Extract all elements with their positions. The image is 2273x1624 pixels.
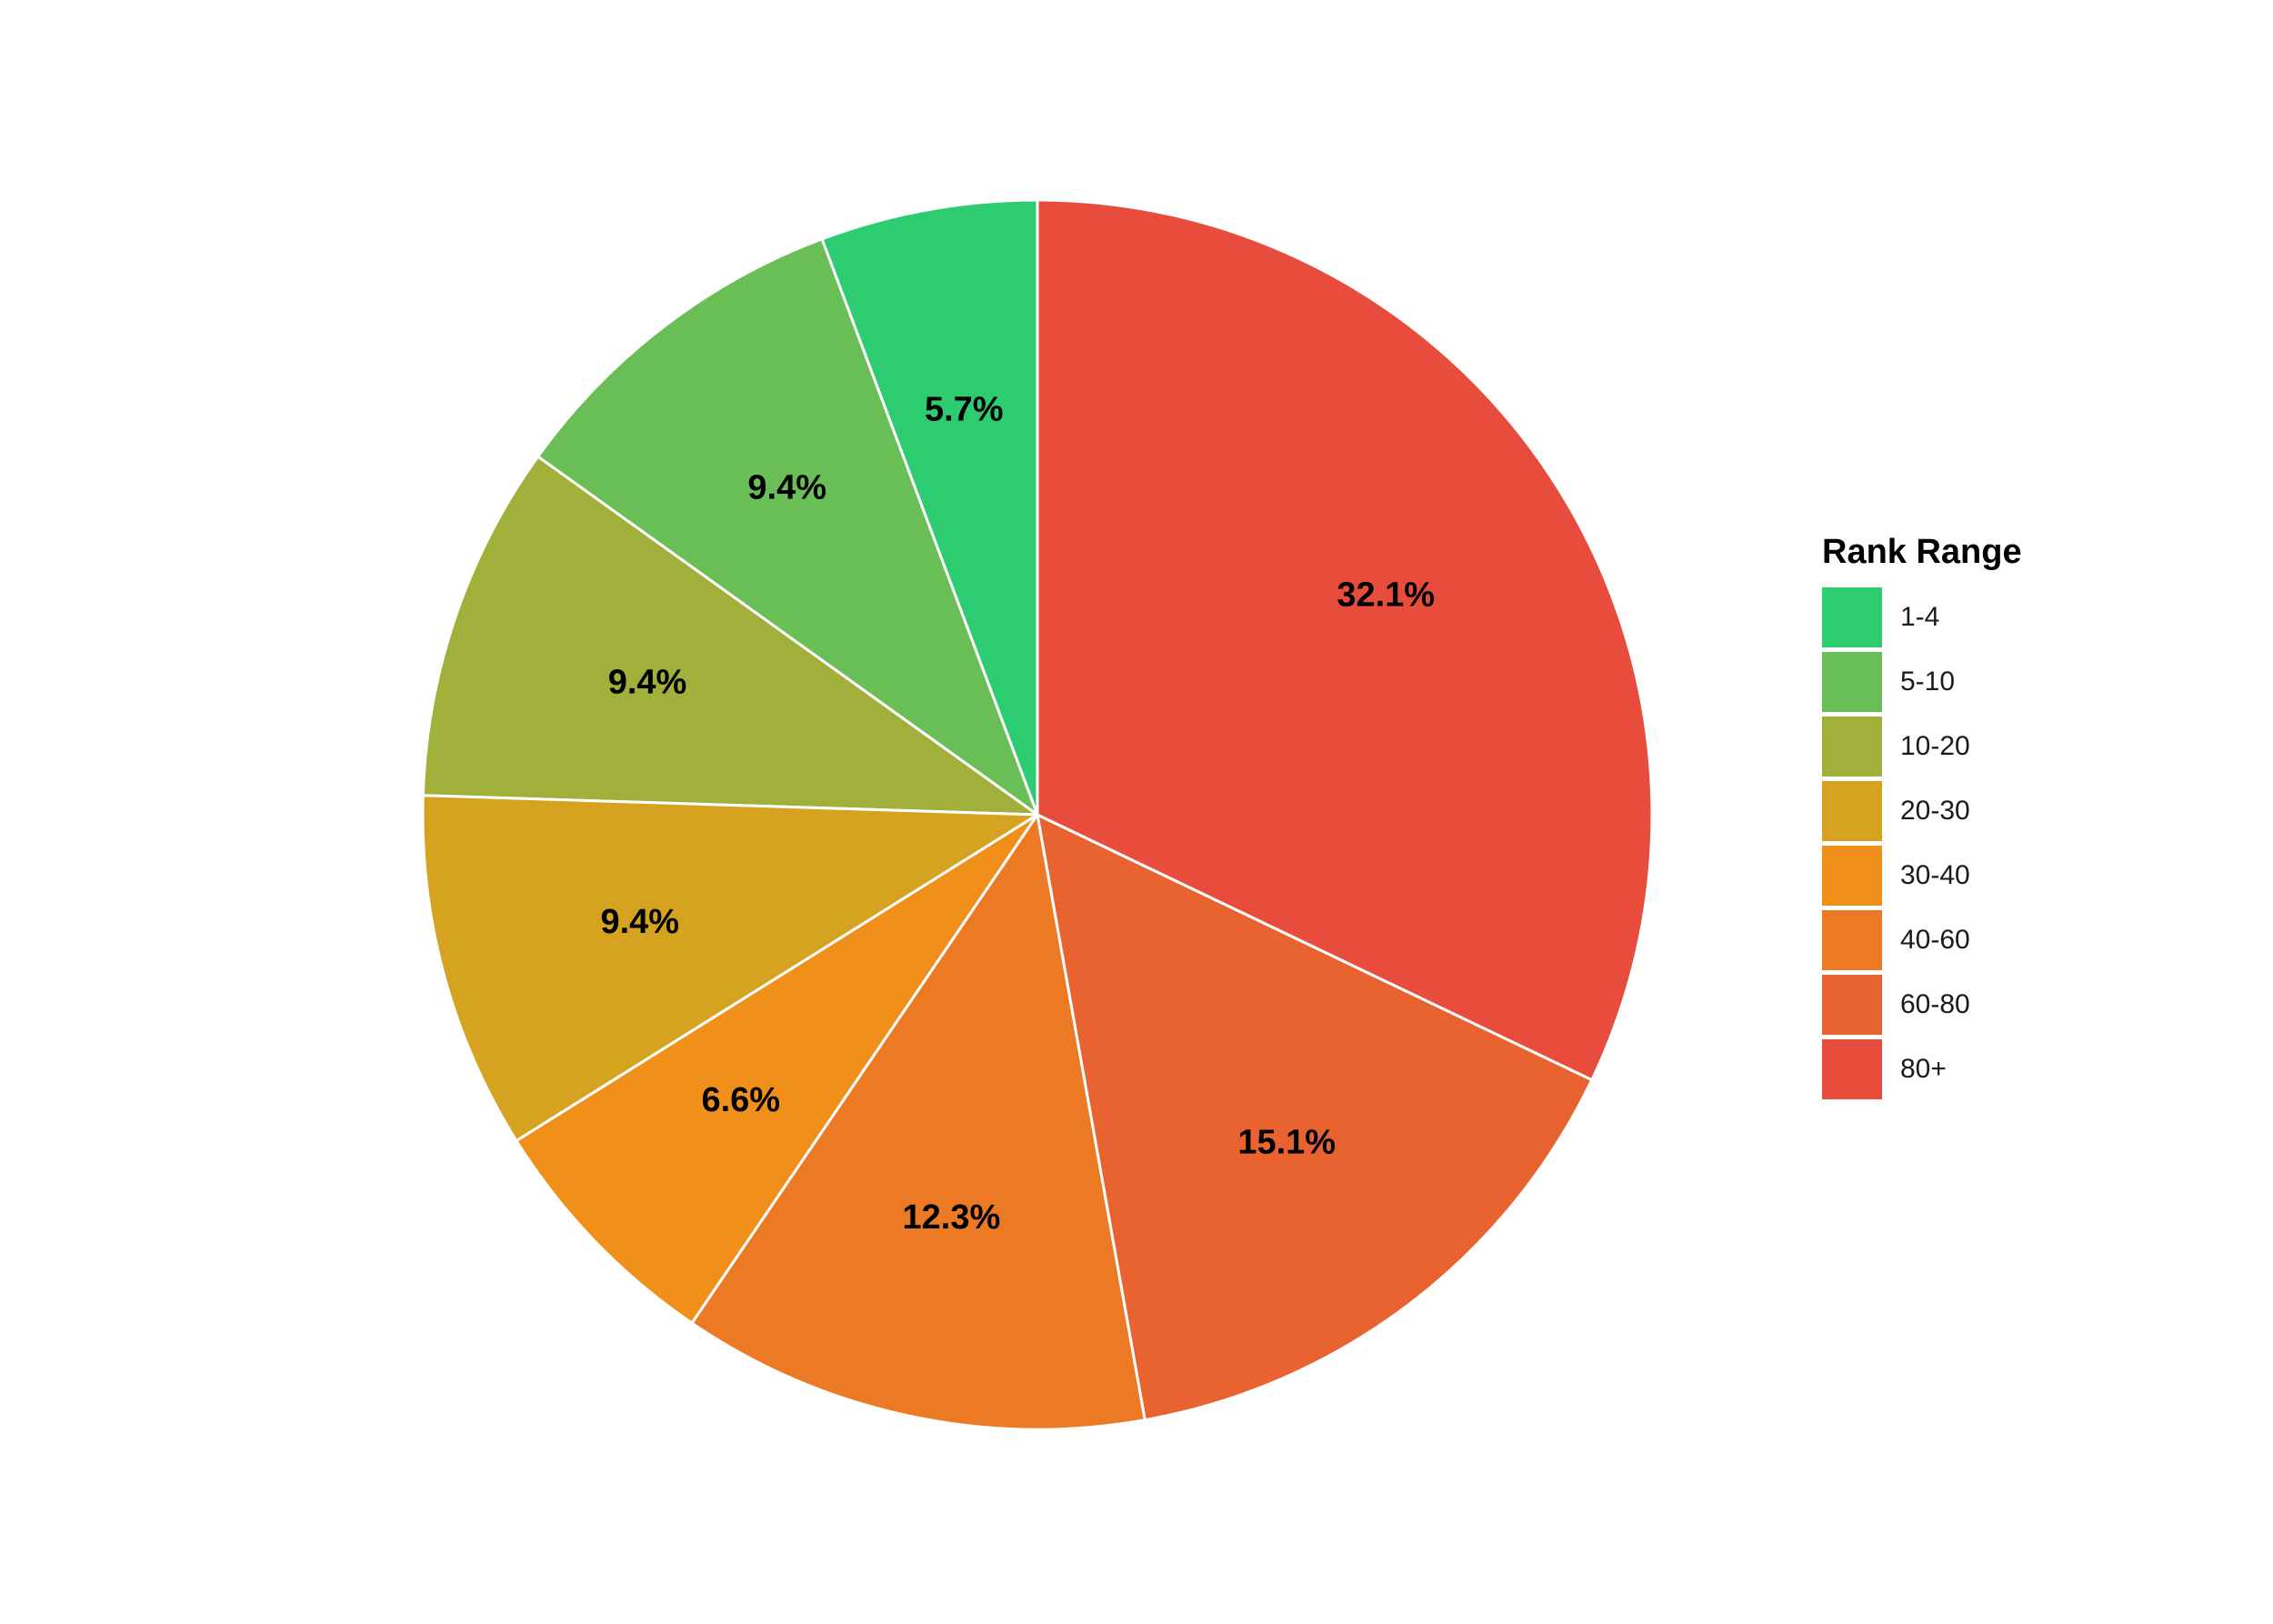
pie-slice-5-10 [536, 237, 1039, 817]
legend-label: 5-10 [1900, 666, 1956, 697]
legend-swatch [1822, 909, 1882, 970]
legend-label: 20-30 [1900, 795, 1970, 826]
legend-item: 60-80 [1822, 972, 2022, 1037]
legend-item: 5-10 [1822, 649, 2022, 714]
legend-label: 80+ [1900, 1053, 1947, 1084]
slice-value-label: 9.4% [600, 903, 679, 941]
legend-item: 80+ [1822, 1037, 2022, 1101]
pie-slice-10-20 [421, 455, 1039, 817]
slice-value-label: 15.1% [1237, 1124, 1336, 1162]
legend-label: 1-4 [1900, 601, 1940, 632]
legend-swatch [1822, 845, 1882, 906]
slice-value-label: 12.3% [903, 1198, 1001, 1237]
legend-title: Rank Range [1822, 533, 2022, 571]
legend-item: 10-20 [1822, 714, 2022, 778]
legend-label: 10-20 [1900, 730, 1970, 761]
legend-item: 40-60 [1822, 907, 2022, 972]
pie-slice-40-60 [690, 813, 1147, 1431]
slice-value-label: 32.1% [1337, 576, 1435, 615]
pie-slice-20-30 [421, 794, 1039, 1143]
legend-swatch [1822, 716, 1882, 777]
legend-swatch [1822, 974, 1882, 1035]
legend-swatch [1822, 586, 1882, 647]
legend-item: 30-40 [1822, 843, 2022, 907]
slice-value-label: 6.6% [701, 1081, 780, 1119]
slice-value-label: 9.4% [608, 664, 687, 702]
legend-label: 30-40 [1900, 859, 1970, 890]
legend-swatch [1822, 651, 1882, 712]
pie-slice-1-4 [820, 198, 1039, 817]
legend: Rank Range 1-4 5-10 10-20 20-30 30-40 40-60 60… [1822, 533, 2022, 1101]
legend-swatch [1822, 780, 1882, 841]
legend-label: 40-60 [1900, 924, 1970, 955]
slice-value-label: 5.7% [925, 390, 1004, 428]
pie-slice-labels: 5.7% 9.4% 9.4% 9.4% 6.6% 12.3% 15.1% 32.1% [600, 390, 1435, 1237]
slice-value-label: 9.4% [747, 468, 826, 506]
legend-label: 60-80 [1900, 988, 1970, 1019]
pie-slices [421, 198, 1654, 1431]
pie-slice-30-40 [515, 813, 1039, 1325]
legend-swatch [1822, 1038, 1882, 1099]
pie-slice-80+ [1036, 198, 1654, 1082]
pie-slice-60-80 [1036, 813, 1594, 1422]
legend-item: 1-4 [1822, 585, 2022, 649]
legend-item: 20-30 [1822, 778, 2022, 843]
legend-items: 1-4 5-10 10-20 20-30 30-40 40-60 60-80 80+ [1822, 585, 2022, 1101]
